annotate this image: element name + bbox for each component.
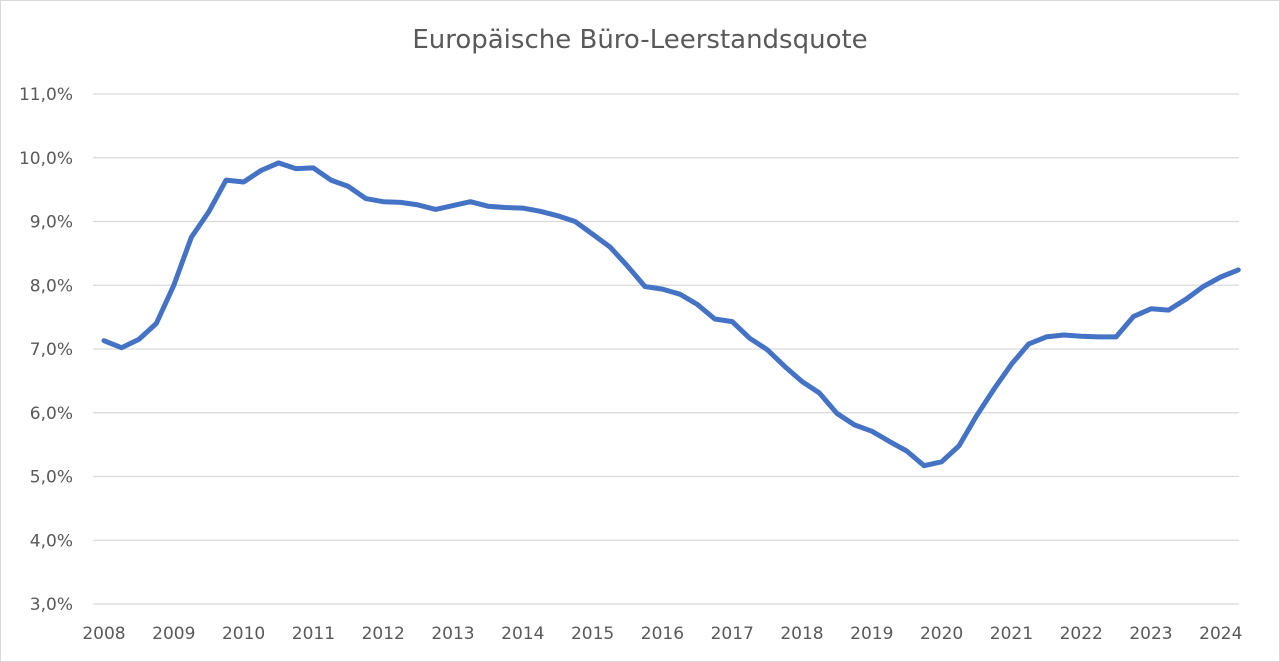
- x-tick-label: 2018: [780, 624, 823, 644]
- y-tick-label: 7,0%: [30, 340, 73, 360]
- x-tick-label: 2014: [501, 624, 544, 644]
- x-tick-label: 2016: [641, 624, 684, 644]
- x-tick-label: 2021: [990, 624, 1033, 644]
- chart-title: Europäische Büro-Leerstandsquote: [412, 25, 868, 55]
- x-tick-label: 2011: [292, 624, 335, 644]
- x-tick-label: 2013: [431, 624, 474, 644]
- y-tick-label: 5,0%: [30, 468, 73, 488]
- x-tick-label: 2015: [571, 624, 614, 644]
- x-tick-label: 2023: [1129, 624, 1172, 644]
- x-tick-label: 2010: [222, 624, 265, 644]
- x-tick-label: 2017: [711, 624, 754, 644]
- x-tick-label: 2009: [152, 624, 195, 644]
- x-tick-label: 2019: [850, 624, 893, 644]
- x-tick-label: 2012: [362, 624, 405, 644]
- x-tick-label: 2020: [920, 624, 963, 644]
- y-tick-label: 6,0%: [30, 404, 73, 424]
- x-tick-label: 2008: [82, 624, 125, 644]
- y-tick-label: 11,0%: [19, 85, 73, 105]
- x-tick-label: 2024: [1199, 624, 1242, 644]
- y-tick-label: 8,0%: [30, 276, 73, 296]
- x-tick-label: 2022: [1060, 624, 1103, 644]
- series-line: [101, 160, 1241, 469]
- y-tick-label: 10,0%: [19, 149, 73, 169]
- y-tick-label: 4,0%: [30, 531, 73, 551]
- y-tick-label: 9,0%: [30, 213, 73, 233]
- y-tick-label: 3,0%: [30, 595, 73, 615]
